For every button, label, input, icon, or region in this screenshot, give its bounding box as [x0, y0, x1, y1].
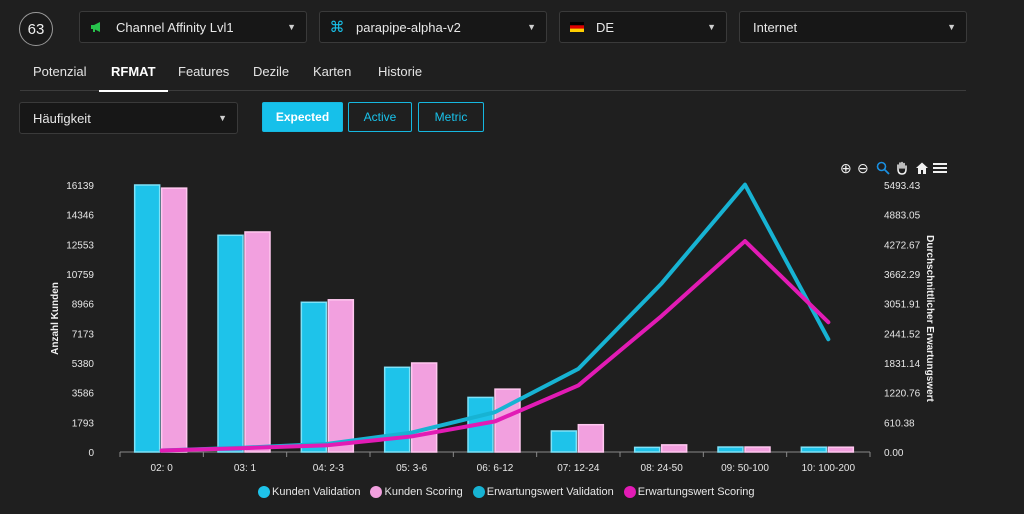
model-select[interactable]: ⌘ parapipe-alpha-v2 ▼ [319, 11, 547, 43]
bar-kunden-scoring [327, 299, 355, 453]
y-tick-label: 14346 [66, 211, 94, 222]
tab-potenzial[interactable]: Potenzial [33, 64, 87, 79]
y2-tick-label: 610.38 [884, 418, 915, 429]
legend-label: Kunden Validation [272, 486, 361, 498]
y-tick-label: 5380 [72, 359, 95, 370]
y-tick-label: 12553 [66, 240, 94, 251]
x-tick-label: 03: 1 [234, 463, 257, 474]
chevron-down-icon: ▼ [287, 22, 296, 32]
bar-kunden-scoring [744, 446, 771, 453]
flag-de-icon [570, 22, 584, 32]
zoom-out-icon[interactable]: ⊖ [857, 160, 869, 176]
legend-item-erwartungswert-validation[interactable]: Erwartungswert Validation [472, 486, 614, 498]
bar-kunden-validation [300, 301, 328, 453]
x-tick-label: 10: 100-200 [802, 463, 856, 474]
y-tick-label: 1793 [72, 418, 95, 429]
metric-button[interactable]: Metric [418, 102, 484, 132]
legend-label: Erwartungswert Scoring [637, 486, 755, 498]
y-tick-label: 16139 [66, 181, 94, 192]
channel-type-select-label: Internet [753, 19, 798, 35]
command-icon: ⌘ [329, 19, 345, 36]
legend-item-kunden-scoring[interactable]: Kunden Scoring [370, 486, 463, 498]
channel-select-label: Channel Affinity Lvl1 [116, 19, 234, 35]
tab-rfmat[interactable]: RFMAT [99, 64, 167, 92]
x-tick-label: 07: 12-24 [557, 463, 600, 474]
y-tick-label: 7173 [72, 329, 95, 340]
legend-marker [258, 486, 270, 498]
bar-kunden-validation [800, 446, 828, 453]
x-tick-label: 05: 3-6 [396, 463, 428, 474]
chevron-down-icon: ▼ [218, 113, 227, 123]
y-tick-label: 3586 [72, 389, 95, 400]
chevron-down-icon: ▼ [707, 22, 716, 32]
bar-kunden-validation [133, 184, 161, 453]
metric-select[interactable]: Häufigkeit ▼ [19, 102, 238, 134]
tab-bar: Potenzial RFMAT Features Dezile Karten H… [20, 58, 966, 92]
bar-kunden-scoring [660, 444, 688, 453]
legend-marker [370, 486, 383, 498]
y2-tick-label: 4272.67 [884, 240, 921, 251]
model-select-label: parapipe-alpha-v2 [356, 19, 461, 35]
chevron-down-icon: ▼ [947, 22, 956, 32]
y-axis-title: Anzahl Kunden [50, 282, 61, 355]
bar-kunden-validation [550, 430, 578, 453]
y2-tick-label: 1831.14 [884, 359, 921, 370]
zoom-selection-icon[interactable] [876, 161, 890, 177]
home-icon[interactable] [915, 161, 929, 177]
legend-item-erwartungswert-scoring[interactable]: Erwartungswert Scoring [623, 486, 755, 498]
bar-kunden-scoring [827, 446, 855, 453]
bar-kunden-scoring [577, 423, 605, 453]
y2-tick-label: 3051.91 [884, 300, 921, 311]
chart-legend: Kunden Validation Kunden Scoring Erwartu… [258, 486, 755, 498]
bar-kunden-validation [717, 446, 744, 453]
x-tick-label: 08: 24-50 [641, 463, 684, 474]
menu-icon[interactable] [933, 161, 947, 177]
line-erwartungswert-scoring [159, 239, 831, 453]
y-tick-label: 10759 [66, 270, 94, 281]
x-tick-label: 02: 0 [151, 463, 174, 474]
bar-kunden-validation [633, 446, 661, 453]
bar-kunden-validation [217, 234, 244, 453]
y2-axis-title: Durchschnittlicher Erwartungswert [924, 235, 935, 402]
y2-tick-label: 1220.76 [884, 389, 921, 400]
tab-historie[interactable]: Historie [378, 64, 423, 79]
y-tick-label: 8966 [72, 300, 95, 311]
country-select[interactable]: DE ▼ [559, 11, 727, 43]
bar-kunden-scoring [410, 362, 438, 453]
megaphone-icon [90, 21, 104, 33]
legend-item-kunden-validation[interactable]: Kunden Validation [258, 486, 360, 498]
bar-kunden-scoring [160, 187, 188, 453]
y2-tick-label: 4883.05 [884, 211, 921, 222]
tab-features[interactable]: Features [178, 64, 230, 79]
metric-select-label: Häufigkeit [33, 110, 91, 126]
y2-tick-label: 5493.43 [884, 181, 921, 192]
legend-marker [472, 486, 485, 498]
channel-select[interactable]: Channel Affinity Lvl1 ▼ [79, 11, 307, 43]
tab-karten[interactable]: Karten [313, 64, 352, 79]
legend-label: Erwartungswert Validation [486, 486, 614, 498]
x-tick-label: 09: 50-100 [721, 463, 769, 474]
active-button[interactable]: Active [348, 102, 412, 132]
y2-tick-label: 2441.52 [884, 329, 921, 340]
y-tick-label: 0 [88, 448, 94, 459]
y2-tick-label: 3662.29 [884, 270, 921, 281]
legend-marker [623, 486, 636, 498]
chart-area: 0 1793 3586 5380 7173 8966 10759 12553 14346 1613… [50, 181, 935, 474]
chevron-down-icon: ▼ [527, 22, 536, 32]
zoom-in-icon[interactable]: ⊕ [840, 160, 852, 176]
count-badge: 63 [19, 12, 53, 46]
tab-dezile[interactable]: Dezile [253, 64, 290, 79]
x-tick-label: 04: 2-3 [313, 463, 345, 474]
pan-hand-icon[interactable] [895, 161, 909, 177]
legend-label: Kunden Scoring [384, 486, 463, 498]
y2-tick-label: 0.00 [884, 448, 904, 459]
channel-type-select[interactable]: Internet ▼ [739, 11, 967, 43]
country-select-label: DE [596, 19, 615, 35]
x-tick-label: 06: 6-12 [477, 463, 514, 474]
expected-button[interactable]: Expected [262, 102, 343, 132]
bar-kunden-scoring [244, 231, 271, 453]
